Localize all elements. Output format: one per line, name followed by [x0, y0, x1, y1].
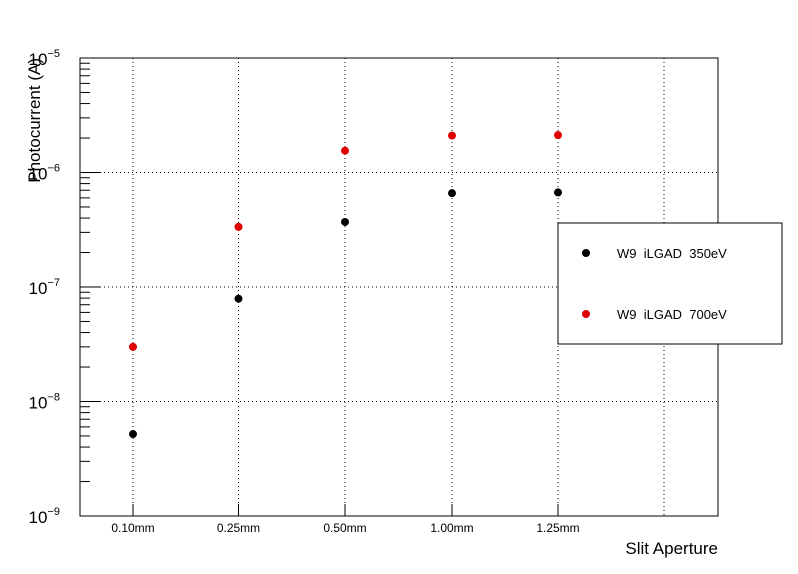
x-axis-ticks: 0.10mm 0.25mm 0.50mm 1.00mm 1.25mm: [111, 504, 580, 535]
point-series0-2: [341, 217, 349, 226]
legend-marker-350ev: [582, 249, 590, 257]
legend-marker-700ev: [582, 310, 590, 318]
legend-box: [557, 222, 783, 345]
point-series0-4: [554, 188, 562, 197]
point-series1-3: [448, 131, 456, 140]
point-series1-2: [341, 146, 349, 155]
point-series0-3: [448, 189, 456, 198]
x-tick-label-4: 1.25mm: [536, 521, 579, 535]
legend-label-700ev: W9 iLGAD 700eV: [617, 307, 727, 322]
x-tick-label-0: 0.10mm: [111, 521, 154, 535]
y-axis-minor-ticks: [80, 62, 90, 483]
x-tick-label-3: 1.00mm: [430, 521, 473, 535]
y-axis-title: Photocurrent (A): [25, 58, 44, 183]
y-tick-label-4: 10−5: [29, 48, 60, 69]
legend: W9 iLGAD 350eV W9 iLGAD 700eV: [557, 222, 783, 345]
y-tick-label-2: 10−7: [29, 277, 60, 298]
y-tick-label-0: 10−9: [29, 506, 60, 527]
y-tick-label-1: 10−8: [29, 392, 60, 413]
x-tick-label-2: 0.50mm: [323, 521, 366, 535]
x-tick-label-1: 0.25mm: [217, 521, 260, 535]
point-series1-4: [554, 131, 562, 140]
data-points: [129, 131, 562, 439]
y-tick-label-3: 10−6: [29, 163, 60, 184]
x-axis-title: Slit Aperture: [625, 539, 718, 558]
point-series0-0: [129, 430, 137, 439]
y-axis-ticks: 10−9 10−8 10−7 10−6 10−5: [29, 48, 100, 527]
point-series0-1: [234, 294, 243, 303]
legend-label-350ev: W9 iLGAD 350eV: [617, 246, 727, 261]
point-series1-1: [234, 222, 243, 231]
point-series1-0: [129, 342, 137, 351]
